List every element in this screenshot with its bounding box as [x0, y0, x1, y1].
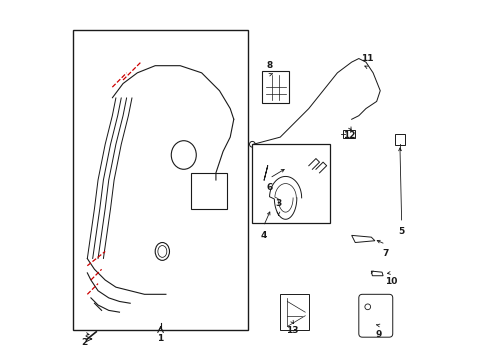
Ellipse shape	[158, 246, 166, 257]
FancyBboxPatch shape	[358, 294, 392, 337]
Text: 13: 13	[285, 325, 298, 334]
Bar	[280, 294, 308, 330]
Text: 12: 12	[342, 131, 355, 140]
Text: 4: 4	[260, 231, 266, 240]
Polygon shape	[351, 235, 374, 243]
Text: 5: 5	[398, 227, 404, 236]
FancyBboxPatch shape	[262, 71, 288, 103]
Text: 10: 10	[384, 277, 396, 286]
Ellipse shape	[171, 141, 196, 169]
Circle shape	[364, 304, 370, 310]
Text: 9: 9	[375, 330, 382, 339]
Text: 3: 3	[275, 199, 281, 208]
Circle shape	[249, 141, 255, 147]
Text: 7: 7	[382, 249, 388, 258]
Polygon shape	[370, 271, 382, 276]
FancyBboxPatch shape	[394, 134, 404, 145]
Ellipse shape	[155, 243, 169, 260]
Text: 8: 8	[266, 61, 272, 70]
Bar	[190, 173, 226, 208]
Bar	[251, 144, 329, 223]
FancyBboxPatch shape	[343, 130, 354, 138]
Text: 11: 11	[361, 54, 373, 63]
Text: 2: 2	[81, 338, 87, 347]
Text: 6: 6	[266, 183, 272, 192]
Text: 1: 1	[157, 334, 163, 343]
Bar	[73, 30, 247, 330]
